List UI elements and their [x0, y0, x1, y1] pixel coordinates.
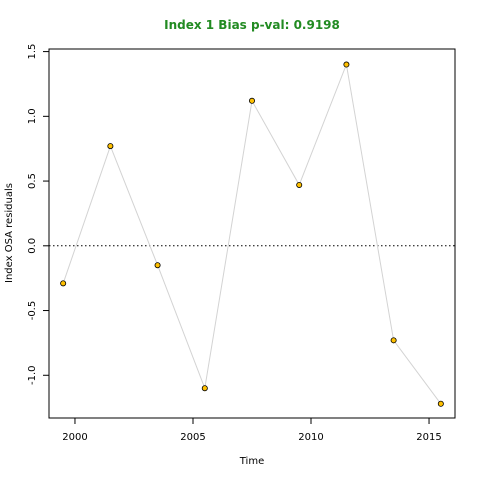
series-line: [62, 62, 442, 405]
x-tick-label: 2010: [298, 432, 323, 443]
x-tick-label: 2015: [416, 432, 441, 443]
y-tick-label: 1.0: [27, 108, 38, 124]
data-point: [60, 280, 67, 287]
x-axis-label: Time: [239, 456, 264, 467]
y-tick-label: -1.0: [27, 366, 38, 386]
plot-frame: [48, 48, 456, 419]
plot-area: [49, 61, 455, 407]
chart-title: Index 1 Bias p-val: 0.9198: [164, 18, 340, 32]
data-point: [343, 61, 350, 68]
data-point: [296, 181, 303, 188]
x-tick-label: 2005: [180, 432, 205, 443]
y-tick-label: 0.5: [27, 173, 38, 189]
y-tick-label: 0.0: [27, 238, 38, 254]
y-axis-label: Index OSA residuals: [4, 183, 15, 283]
y-axis: -1.0 -0.5 0.0 0.5 1.0 1.5: [27, 44, 49, 385]
data-point: [154, 262, 161, 269]
data-point: [248, 97, 255, 104]
y-tick-label: -0.5: [27, 301, 38, 321]
data-point: [390, 337, 397, 344]
data-point: [107, 143, 114, 150]
y-tick-label: 1.5: [27, 44, 38, 60]
x-tick-label: 2000: [62, 432, 87, 443]
data-point: [437, 400, 444, 407]
x-axis: 2000 2005 2010 2015: [62, 418, 442, 443]
data-point: [201, 385, 208, 392]
